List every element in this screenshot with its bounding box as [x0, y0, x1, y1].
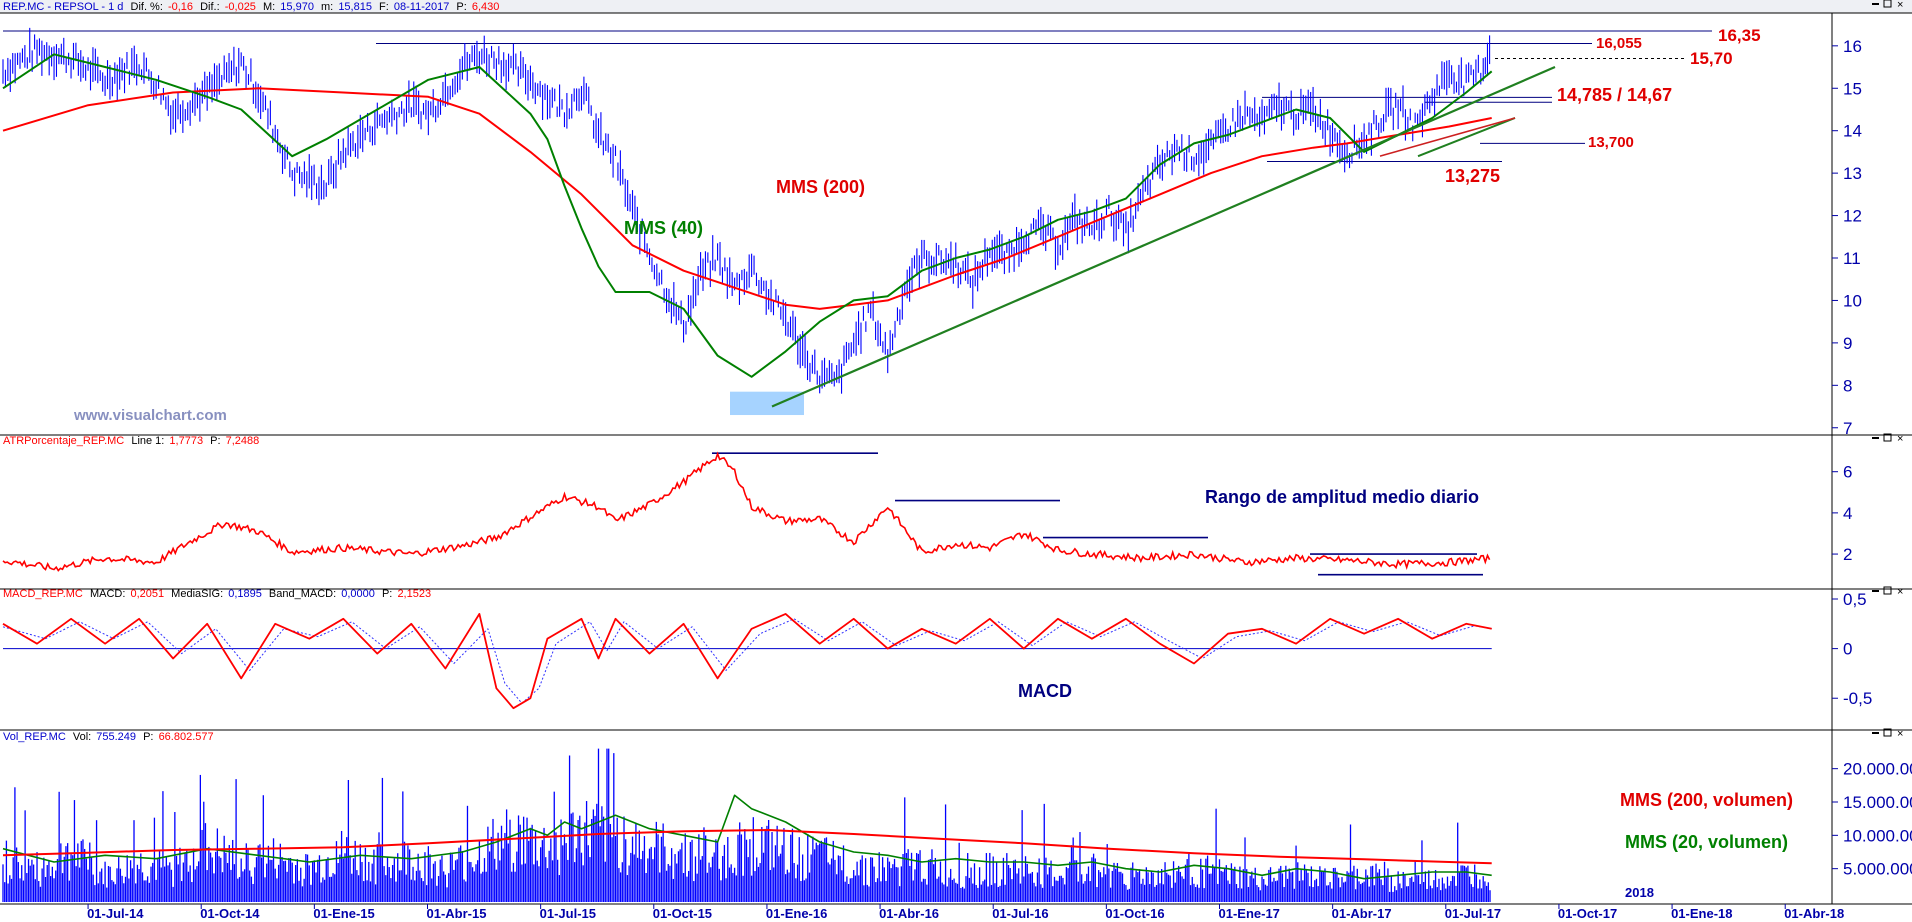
maximize-icon	[1883, 586, 1892, 595]
price-panel	[2, 27, 1712, 416]
mms40-label: MMS (40)	[624, 218, 703, 238]
price-tick-label: 10	[1843, 291, 1862, 310]
x-tick-label: 01-Jul-17	[1445, 906, 1501, 921]
low-highlight-box	[730, 391, 804, 416]
macd-tick-label: 0	[1843, 640, 1852, 659]
volume-header: Vol_REP.MC Vol: 755.249 P: 66.802.577	[3, 731, 214, 743]
atr-panel	[2, 451, 1491, 576]
volume-tick-label: 5.000.000	[1843, 860, 1912, 879]
x-tick-label: 01-Abr-16	[879, 906, 939, 921]
price-header-bar	[0, 0, 1912, 13]
price-tick-label: 8	[1843, 376, 1852, 395]
vol20-label: MMS (20, volumen)	[1625, 832, 1788, 852]
axes: 7 8 9 10 11 12 13 14 15 16 2 4 6 -0,5 0 0,5 5.000.000 10.…	[87, 37, 1912, 921]
price-tick-label: 14	[1843, 122, 1862, 141]
year-label: 2018	[1625, 885, 1654, 900]
x-tick-label: 01-Ene-17	[1218, 906, 1279, 921]
macd-line	[2, 613, 1492, 710]
price-tick-label: 11	[1843, 249, 1861, 268]
mms40-line	[2, 53, 1493, 378]
maximize-icon	[1883, 0, 1892, 8]
panel-frames	[0, 12, 1912, 905]
x-tick-label: 01-Oct-15	[653, 906, 712, 921]
macd-tick-label: 0,5	[1843, 590, 1867, 609]
x-tick-label: 01-Abr-15	[426, 906, 486, 921]
macd-panel	[2, 613, 1492, 710]
x-tick-label: 01-Abr-17	[1332, 906, 1392, 921]
maximize-icon	[1883, 433, 1892, 442]
atr-annotation: Rango de amplitud medio diario	[1205, 487, 1479, 507]
uptrend-line-red	[1379, 117, 1516, 157]
atr-tick-label: 4	[1843, 504, 1852, 523]
x-tick-label: 01-Abr-18	[1784, 906, 1844, 921]
minimize-icon	[1872, 437, 1879, 439]
x-tick-label: 01-Oct-17	[1558, 906, 1617, 921]
mms200-line	[2, 87, 1492, 310]
minimize-icon	[1872, 590, 1879, 592]
macd-tick-label: -0,5	[1843, 689, 1872, 708]
x-tick-label: 01-Ene-18	[1671, 906, 1732, 921]
volume-panel	[2, 748, 1492, 902]
minimize-icon	[1872, 732, 1879, 734]
macd-header: MACD_REP.MC MACD: 0,2051 MediaSIG: 0,189…	[3, 588, 431, 600]
mms200-label: MMS (200)	[776, 177, 865, 197]
atr-tick-label: 6	[1843, 463, 1852, 482]
vol200-line	[2, 829, 1492, 865]
close-icon: ×	[1897, 0, 1903, 11]
price-header: REP.MC - REPSOL - 1 d Dif. %: -0,16 Dif.…	[3, 1, 499, 13]
x-tick-label: 01-Jul-16	[992, 906, 1048, 921]
volume-tick-label: 10.000.000	[1843, 826, 1912, 845]
price-tick-label: 7	[1843, 419, 1852, 438]
price-tick-label: 15	[1843, 79, 1862, 98]
price-tick-label: 13	[1843, 164, 1862, 183]
vol200-label: MMS (200, volumen)	[1620, 790, 1793, 810]
macd-annotation: MACD	[1018, 681, 1072, 701]
close-icon: ×	[1897, 586, 1903, 598]
maximize-icon	[1883, 728, 1892, 737]
volume-tick-label: 20.000.000	[1843, 760, 1912, 779]
uptrend-line-main	[771, 66, 1556, 408]
x-tick-label: 01-Ene-16	[766, 906, 827, 921]
price-tick-label: 16	[1843, 37, 1862, 56]
level-15-70-label: 15,70	[1690, 49, 1733, 68]
macd-signal-line	[2, 618, 1492, 704]
watermark: www.visualchart.com	[73, 407, 227, 424]
x-tick-label: 01-Ene-15	[313, 906, 374, 921]
uptrend-line-short	[1417, 117, 1516, 158]
close-icon: ×	[1897, 728, 1903, 740]
level-13-700-label: 13,700	[1588, 134, 1634, 151]
minimize-icon	[1872, 3, 1879, 5]
level-14-785-label: 14,785 / 14,67	[1557, 85, 1672, 105]
close-icon: ×	[1897, 433, 1903, 445]
x-tick-label: 01-Jul-15	[540, 906, 596, 921]
x-tick-label: 01-Oct-16	[1105, 906, 1164, 921]
volume-tick-label: 15.000.000	[1843, 793, 1912, 812]
atr-tick-label: 2	[1843, 545, 1852, 564]
atr-header: ATRPorcentaje_REP.MC Line 1: 1,7773 P: 7…	[3, 435, 259, 447]
level-16-35-label: 16,35	[1718, 26, 1761, 45]
panel-window-controls[interactable]: × × × ×	[1872, 0, 1903, 740]
price-tick-label: 12	[1843, 207, 1862, 226]
x-tick-label: 01-Jul-14	[87, 906, 144, 921]
level-13-275-label: 13,275	[1445, 166, 1500, 186]
level-16-055-label: 16,055	[1596, 35, 1642, 52]
x-tick-label: 01-Oct-14	[200, 906, 260, 921]
price-tick-label: 9	[1843, 334, 1852, 353]
vol20-line	[2, 794, 1492, 880]
atr-line	[2, 451, 1491, 572]
